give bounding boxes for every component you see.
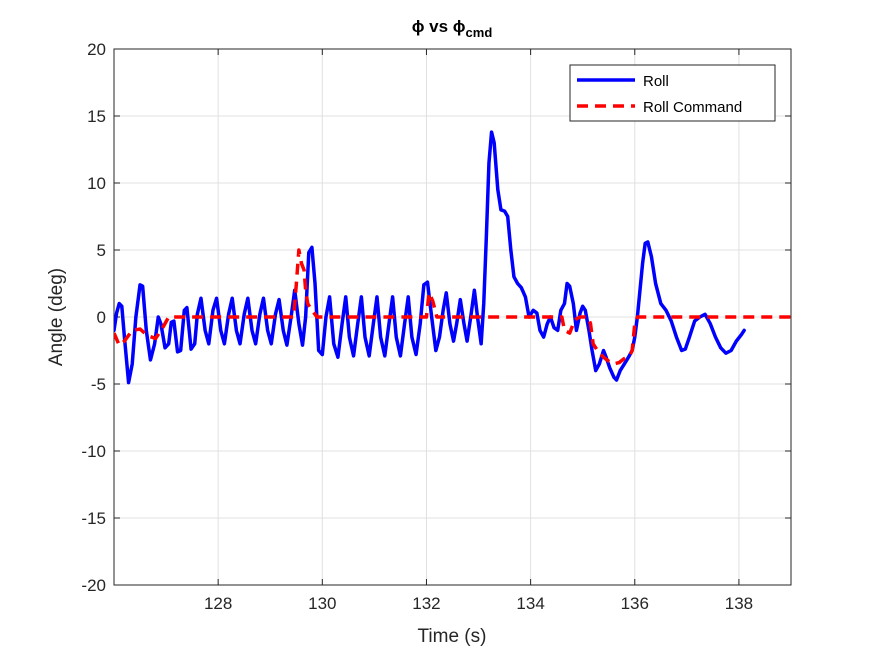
x-tick-label: 132 xyxy=(412,594,440,613)
series-line-roll-command xyxy=(114,248,791,366)
series-lines xyxy=(114,130,791,385)
y-tick-label: 5 xyxy=(97,241,106,260)
x-tick-label: 134 xyxy=(516,594,544,613)
y-tick-label: -15 xyxy=(81,509,106,528)
y-tick-label: 15 xyxy=(87,107,106,126)
chart-title-subscript: cmd xyxy=(466,25,493,40)
y-tick-label: -10 xyxy=(81,442,106,461)
y-tick-label: -20 xyxy=(81,576,106,595)
axis-ticks: 128 130 132 134 136 138 -20 -15 -10 -5 0 5 10 15 20 xyxy=(81,40,791,613)
x-tick-label: 130 xyxy=(308,594,336,613)
y-tick-label: 0 xyxy=(97,308,106,327)
chart-title-main: ϕ vs ϕ xyxy=(412,17,466,36)
y-tick-label: 10 xyxy=(87,174,106,193)
x-tick-label: 136 xyxy=(621,594,649,613)
y-tick-label: 20 xyxy=(87,40,106,59)
y-tick-label: -5 xyxy=(91,375,106,394)
chart-title: ϕ vs ϕcmd xyxy=(412,17,493,40)
x-tick-label: 138 xyxy=(725,594,753,613)
legend-box xyxy=(569,64,776,122)
x-tick-label: 128 xyxy=(204,594,232,613)
x-axis-label: Time (s) xyxy=(418,626,487,647)
legend: Roll Roll Command xyxy=(569,64,776,122)
legend-label-roll: Roll xyxy=(643,73,669,90)
y-axis-label: Angle (deg) xyxy=(46,268,67,366)
legend-label-roll-command: Roll Command xyxy=(643,99,742,116)
